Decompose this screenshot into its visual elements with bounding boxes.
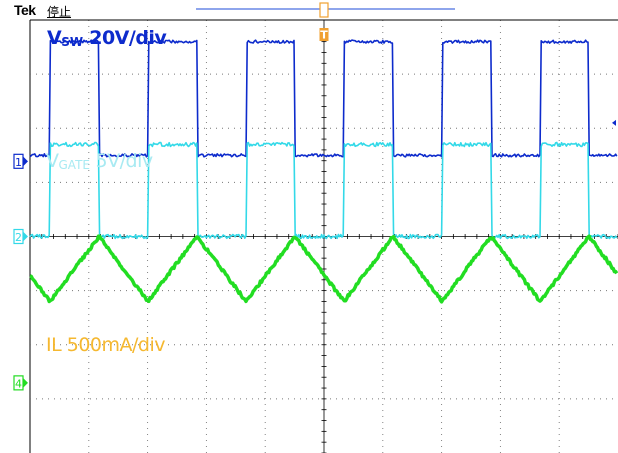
vsw-label-scale: 20V/div [89,27,166,49]
ch2-ground-marker-text: 2 [15,231,22,244]
ch1-ground-marker-pointer [23,156,28,166]
vgate-label-scale: 5V/div [96,150,153,172]
ch1-ground-marker: 1 [14,154,28,169]
ch1-ground-marker-text: 1 [15,156,22,169]
vgate-label-prefix: V [46,150,59,172]
vsw-label-sub: SW [61,35,83,49]
ch4-ground-marker: 4 [14,376,28,391]
trigger-position-box [320,3,328,17]
trigger-t-text: T [320,29,328,42]
vsw-label: VSW 20V/div [47,27,166,49]
acquisition-status: 停止 [47,3,71,20]
il-label: IL 500mA/div [46,334,165,356]
ch2-ground-marker: 2 [14,230,28,245]
brand-logo: Tek [14,2,36,18]
vsw-label-prefix: V [47,27,61,49]
vgate-label: VGATE 5V/div [46,150,153,172]
ch4-ground-marker-text: 4 [15,377,22,390]
vgate-label-sub: GATE [59,158,91,172]
ch4-ground-marker-pointer [23,378,28,388]
ch2-ground-marker-pointer [23,232,28,242]
